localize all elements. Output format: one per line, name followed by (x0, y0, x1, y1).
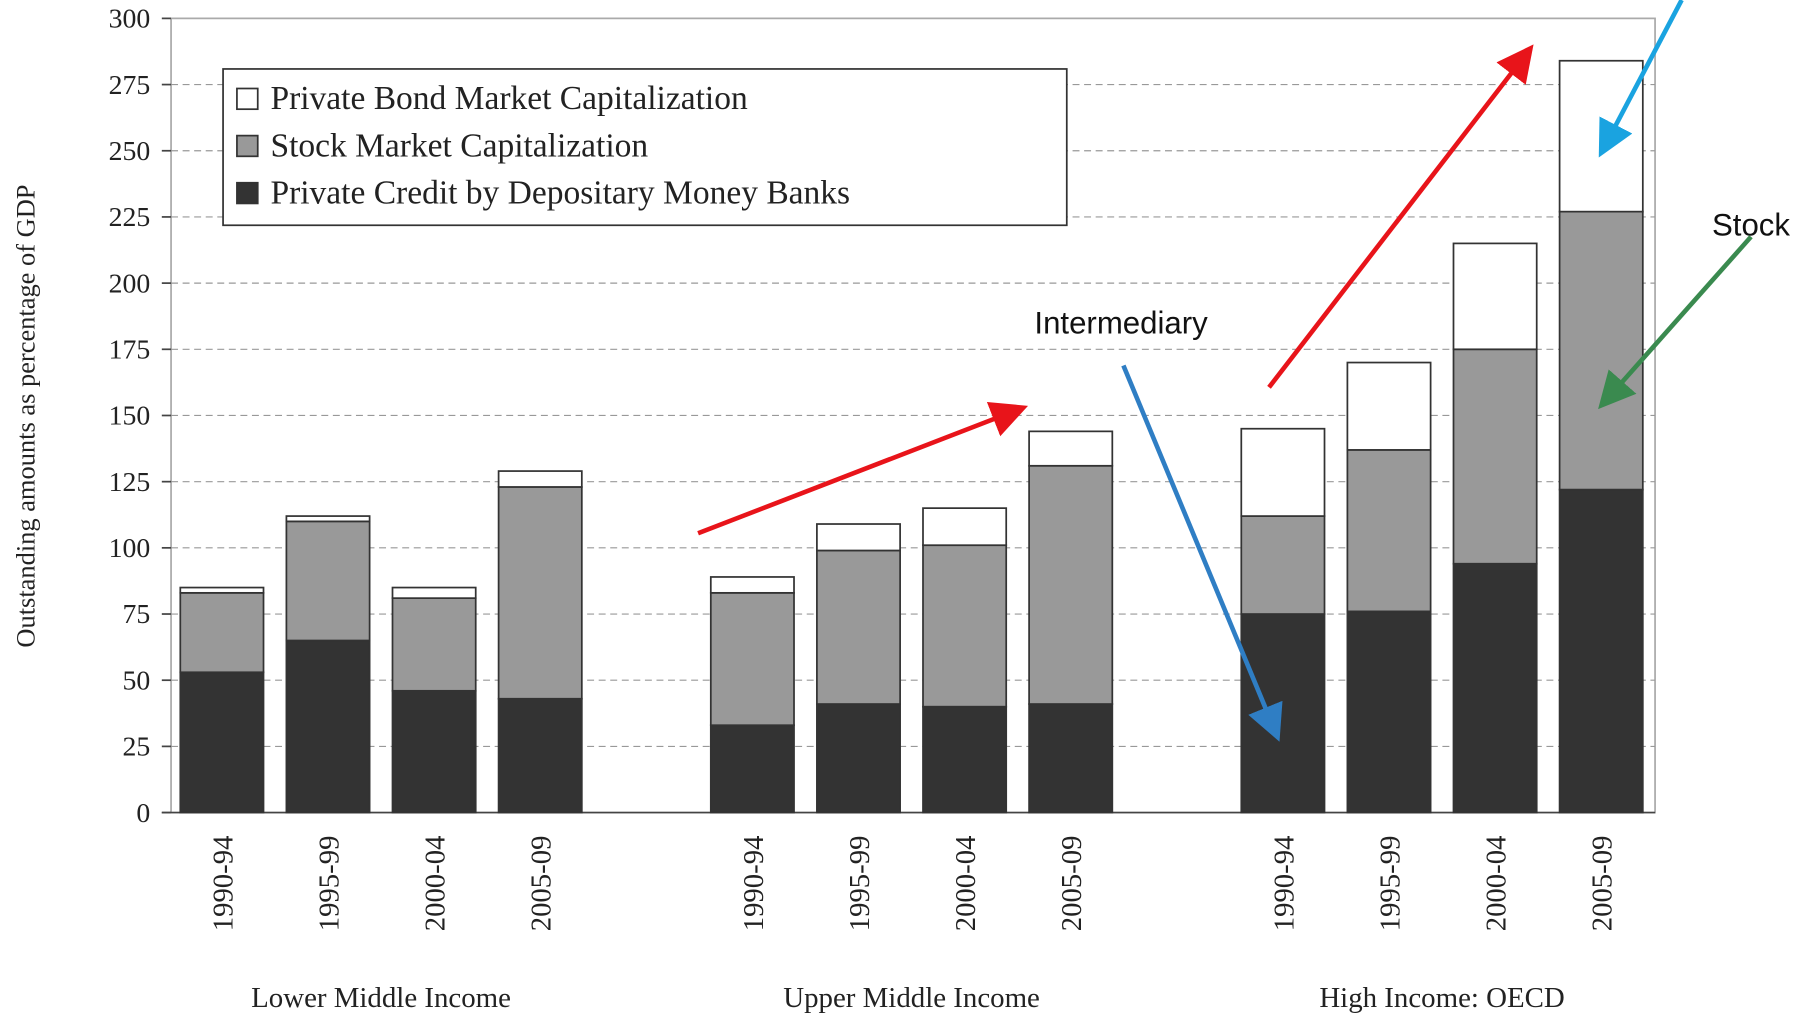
bar-segment (1346, 610, 1432, 814)
y-tick-label: 50 (123, 664, 151, 695)
bar-segment (1452, 242, 1538, 351)
bar-segment (1240, 613, 1326, 814)
y-tick-label: 25 (123, 731, 151, 762)
arrow (1267, 44, 1534, 389)
plot-area: 0 25 50 75 100 125 150 175 200 225 250 275 300 1990-9… (109, 3, 1656, 1014)
bar-segment (1028, 430, 1114, 467)
bar-segment (709, 576, 795, 594)
y-tick-label: 200 (109, 267, 151, 298)
bar-segment (922, 544, 1008, 708)
x-tick-label: 1995-99 (1374, 836, 1406, 932)
bar-segment (1240, 515, 1326, 615)
bar-segment (1028, 703, 1114, 814)
legend-swatch (236, 181, 259, 205)
bar-segment (1240, 427, 1326, 517)
arrows (697, 0, 1753, 742)
bar-segment (1028, 464, 1114, 705)
x-tick-label: 2005-09 (526, 836, 558, 932)
bar-segment (179, 671, 265, 814)
bar-segment (1558, 488, 1644, 814)
bar-segment (391, 689, 477, 814)
y-tick-label: 250 (109, 135, 151, 166)
bar-segment (922, 705, 1008, 814)
bar-segment (497, 697, 583, 814)
bar-segment (391, 597, 477, 692)
arrow (1598, 235, 1753, 410)
y-axis-label: Outstanding amounts as percentage of GDP (11, 185, 41, 648)
y-tick-label: 0 (136, 797, 150, 828)
bar-segment (179, 591, 265, 674)
x-tick-label: 2000-04 (1480, 836, 1512, 932)
y-tick-label: 150 (109, 400, 151, 431)
y-tick-label: 125 (109, 466, 151, 497)
legend-swatch (236, 87, 259, 111)
x-tick-label: 2005-09 (1587, 836, 1619, 932)
legend-label: Private Credit by Depositary Money Banks (270, 175, 850, 212)
x-tick-label: 1990-94 (207, 836, 239, 932)
y-tick-label: 225 (109, 201, 151, 232)
bar-segment (285, 515, 371, 523)
bar-segment (1346, 449, 1432, 613)
bar-segment (816, 523, 901, 552)
x-tick-label: 2005-09 (1056, 836, 1088, 932)
bar-segment (285, 639, 371, 814)
y-tick-label: 175 (109, 334, 151, 365)
arrow (1598, 0, 1684, 158)
legend-label: Stock Market Capitalization (270, 127, 648, 164)
arrow (697, 402, 1029, 536)
bar-segment (816, 703, 901, 814)
group-label: Lower Middle Income (251, 982, 511, 1014)
bar-segment (1346, 361, 1432, 451)
bar-segment (497, 486, 583, 700)
annotation: Intermediary (1034, 305, 1208, 340)
y-tick-label: 300 (109, 3, 151, 34)
group-label: Upper Middle Income (783, 982, 1040, 1014)
legend-swatch (236, 134, 259, 158)
bar-segment (497, 470, 583, 488)
x-tick-label: 1990-94 (1268, 836, 1300, 932)
bar-segment (709, 724, 795, 814)
x-tick-label: 1995-99 (313, 836, 345, 932)
group-label: High Income: OECD (1319, 982, 1564, 1014)
bar-segment (391, 586, 477, 600)
bar-segment (816, 549, 901, 705)
y-tick-label: 75 (123, 598, 151, 629)
legend-label: Private Bond Market Capitalization (270, 80, 748, 117)
bar-segment (1558, 210, 1644, 491)
legend-box (222, 68, 1068, 227)
arrow (1121, 364, 1283, 742)
x-tick-label: 1995-99 (844, 836, 876, 932)
x-tick-label: 1990-94 (738, 836, 770, 932)
y-tick-label: 275 (109, 69, 151, 100)
y-tick-label: 100 (109, 532, 151, 563)
bar-segment (179, 586, 265, 594)
bar-segment (1558, 59, 1644, 213)
x-tick-label: 2000-04 (950, 836, 982, 932)
annotation: Stock (1712, 208, 1790, 243)
bar-segment (1452, 348, 1538, 565)
x-tick-label: 2000-04 (419, 836, 451, 932)
bar-segment (709, 591, 795, 727)
bar-segment (1452, 562, 1538, 814)
bar-segment (285, 520, 371, 642)
bar-segment (922, 507, 1008, 547)
legend: Private Bond Market Capitalization Stock … (222, 68, 1068, 227)
